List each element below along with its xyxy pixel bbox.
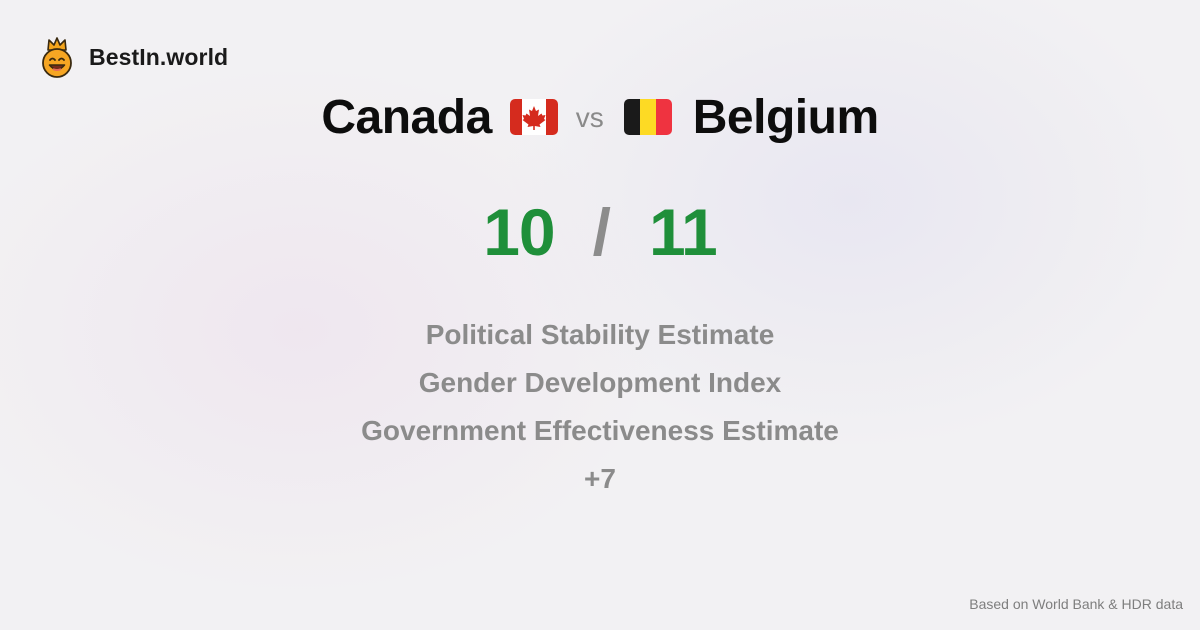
score: 10 / 11 — [0, 192, 1200, 272]
crowned-smiley-icon — [42, 37, 72, 78]
left-score: 10 — [483, 195, 555, 269]
metric-list: Political Stability Estimate Gender Deve… — [0, 314, 1200, 506]
metric-item: Political Stability Estimate — [425, 319, 775, 350]
left-country-name: Canada — [321, 90, 492, 144]
brand-name: BestIn.world — [89, 43, 229, 70]
canada-flag-icon — [509, 99, 558, 135]
right-country-name: Belgium — [692, 90, 879, 144]
vs-label: vs — [575, 102, 604, 133]
metric-item: Government Effectiveness Estimate — [361, 415, 839, 446]
comparison-heading: Canada vs Belgium — [0, 86, 1200, 148]
right-score: 11 — [648, 195, 718, 269]
more-metrics-count: +7 — [584, 463, 616, 494]
score-separator: / — [592, 195, 611, 269]
brand[interactable]: BestIn.world — [38, 36, 228, 78]
belgium-flag-icon — [623, 99, 672, 135]
metric-item: Gender Development Index — [418, 367, 782, 398]
data-source-note: Based on World Bank & HDR data — [969, 596, 1183, 612]
